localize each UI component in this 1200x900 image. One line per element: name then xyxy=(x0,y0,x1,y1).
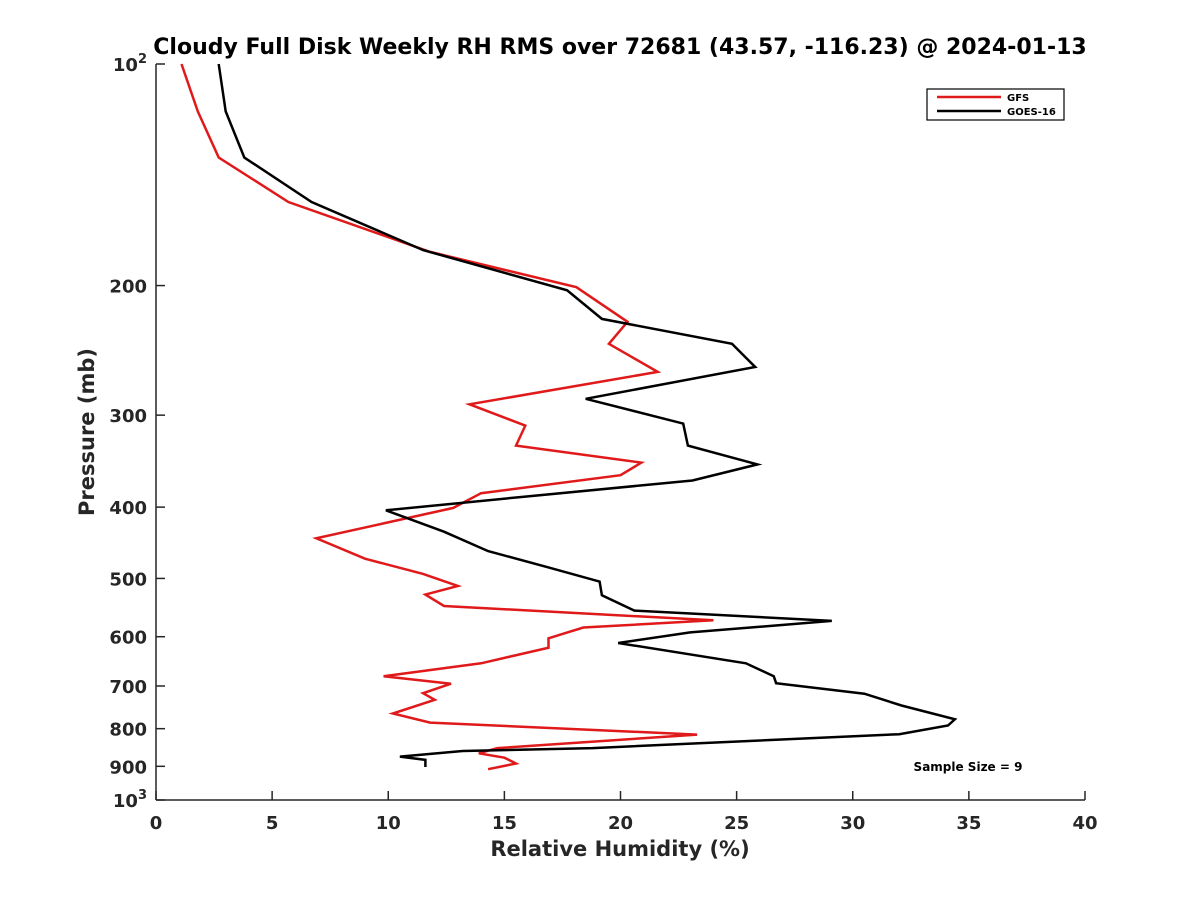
y-tick-label: 200 xyxy=(109,277,147,298)
y-ticks: 102 200 300 400 500 600 700 800 900 103 xyxy=(109,52,165,812)
x-tick-label: 40 xyxy=(1072,813,1097,834)
chart-title: Cloudy Full Disk Weekly RH RMS over 7268… xyxy=(153,35,1086,60)
x-tick-label: 25 xyxy=(724,813,749,834)
series-line-gfs xyxy=(180,63,714,771)
x-tick-label: 35 xyxy=(956,813,981,834)
legend-box xyxy=(926,88,1065,121)
y-tick-label: 800 xyxy=(109,720,147,741)
y-tick-label: 102 xyxy=(113,52,147,76)
x-tick-label: 10 xyxy=(376,813,401,834)
y-tick-label: 103 xyxy=(113,788,147,812)
y-tick-label: 700 xyxy=(109,677,147,698)
x-tick-label: 0 xyxy=(150,813,163,834)
plot-lines xyxy=(180,63,958,771)
y-tick-label: 400 xyxy=(109,498,147,519)
series-line-goes-16 xyxy=(217,63,958,767)
y-tick-label: 600 xyxy=(109,628,147,649)
x-tick-label: 15 xyxy=(492,813,517,834)
y-tick-label: 300 xyxy=(109,406,147,427)
legend-label-gfs: GFS xyxy=(1007,93,1029,104)
x-axis-label: Relative Humidity (%) xyxy=(490,837,749,861)
y-axis-label: Pressure (mb) xyxy=(75,348,99,516)
legend-label-goes16: GOES-16 xyxy=(1007,107,1056,118)
x-tick-label: 30 xyxy=(840,813,865,834)
x-tick-label: 5 xyxy=(266,813,279,834)
y-tick-label: 900 xyxy=(109,757,147,778)
sample-size-annotation: Sample Size = 9 xyxy=(914,760,1023,774)
y-tick-label: 500 xyxy=(109,569,147,590)
x-ticks: 0 5 10 15 20 25 30 35 40 xyxy=(150,791,1098,834)
legend: GFS GOES-16 xyxy=(926,88,1065,121)
x-tick-label: 20 xyxy=(608,813,633,834)
